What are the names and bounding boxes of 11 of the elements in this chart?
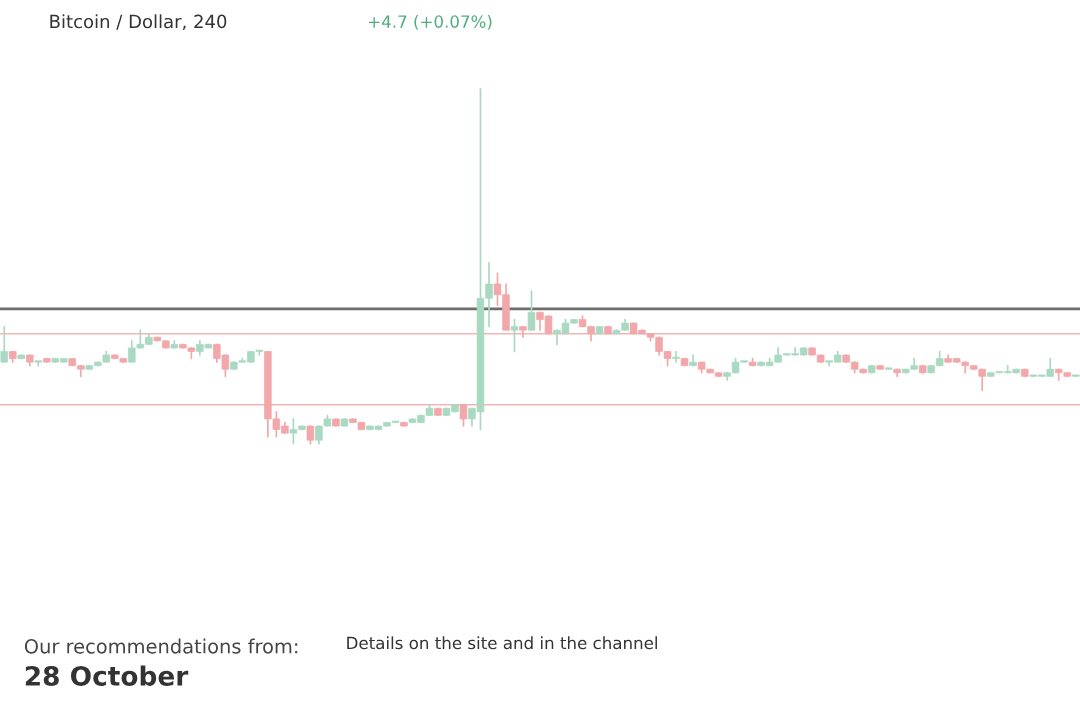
text: Details on the site and in the channel: [347, 636, 657, 650]
chart-title: Bitcoin / Dollar, 240: [50, 14, 227, 31]
candlestick: [510, 318, 519, 353]
candlestick: [672, 350, 680, 363]
text: 28 October: [25, 665, 189, 686]
candlestick: [34, 360, 43, 367]
text: Our recommendations from:: [24, 638, 298, 654]
candlestick: [527, 290, 536, 332]
candlestick: [459, 403, 468, 427]
chart-subtitle: +4.7 (+0.07%): [368, 14, 492, 30]
candlestick: [0, 325, 8, 363]
